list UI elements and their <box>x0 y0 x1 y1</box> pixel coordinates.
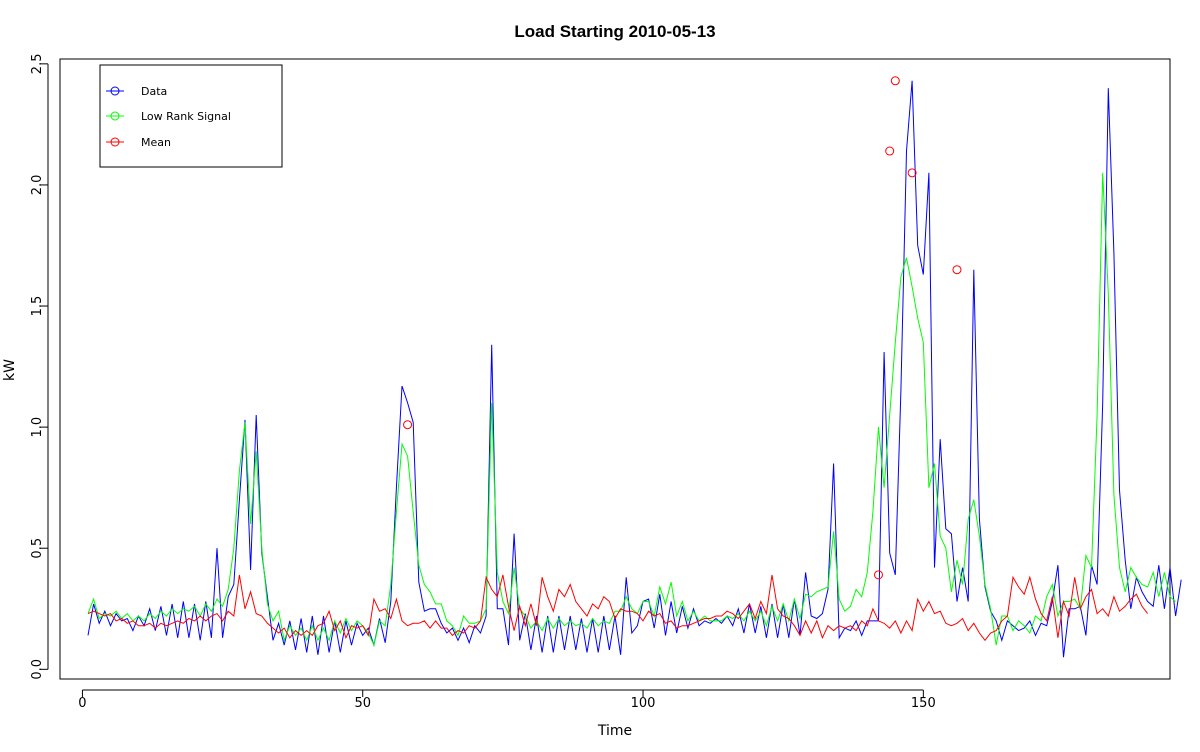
highlighted-point <box>885 146 895 156</box>
highlighted-point <box>907 168 917 178</box>
y-tick-label: 0.0 <box>30 659 45 680</box>
highlighted-point <box>873 570 883 580</box>
series-layer <box>87 80 1182 658</box>
x-tick-label: 100 <box>631 696 656 711</box>
y-axis: 0.0 0.5 1.0 1.5 2.0 2.5 <box>30 54 49 680</box>
highlighted-point <box>952 265 962 275</box>
x-tick-label: 0 <box>78 696 86 711</box>
y-tick-label: 1.0 <box>30 417 45 438</box>
legend-swatch-marker <box>110 137 120 147</box>
legend-label: Data <box>141 85 167 98</box>
y-tick-label: 0.5 <box>30 538 45 559</box>
legend-swatch-marker <box>110 111 120 121</box>
highlighted-point <box>403 420 413 430</box>
highlighted-points <box>403 76 962 580</box>
legend-swatch-marker <box>110 86 120 96</box>
y-tick-label: 2.5 <box>30 54 45 75</box>
legend-label: Low Rank Signal <box>141 110 231 123</box>
legend-label: Mean <box>141 136 171 149</box>
y-tick-label: 2.0 <box>30 175 45 196</box>
x-axis: 0 50 100 150 <box>78 689 936 711</box>
x-tick-label: 150 <box>911 696 936 711</box>
x-axis-label: Time <box>597 723 632 739</box>
series-line-1 <box>87 172 1176 647</box>
series-line-2 <box>87 574 1148 642</box>
y-tick-label: 1.5 <box>30 296 45 317</box>
highlighted-point <box>890 76 900 86</box>
chart-title: Load Starting 2010-05-13 <box>514 22 715 41</box>
y-axis-label: kW <box>2 359 18 381</box>
legend: Data Low Rank Signal Mean <box>99 64 283 168</box>
x-tick-label: 50 <box>354 696 371 711</box>
plot-frame <box>59 58 1171 680</box>
legend-box <box>99 64 283 168</box>
